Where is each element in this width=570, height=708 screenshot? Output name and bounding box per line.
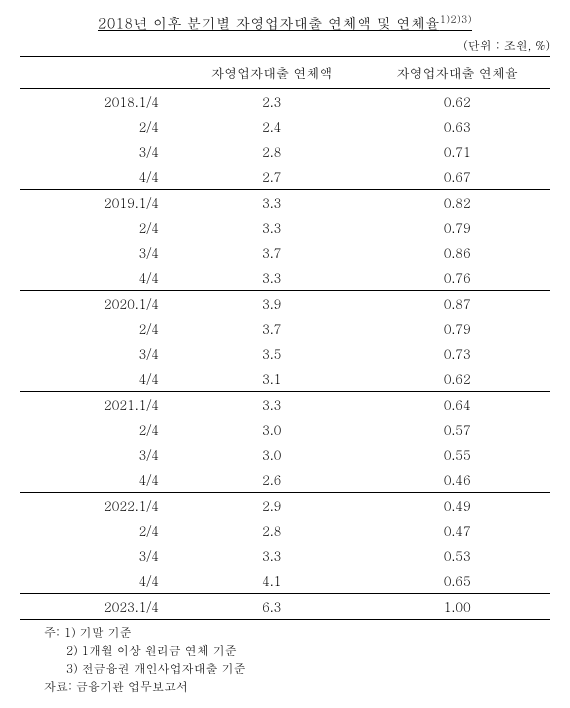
cell-rate: 0.53 [365,543,551,568]
cell-amount: 3.3 [179,391,365,417]
cell-amount: 2.8 [179,518,365,543]
cell-rate: 0.62 [365,88,551,114]
table-row: 4/43.10.62 [20,366,550,392]
cell-amount: 3.3 [179,215,365,240]
cell-period: 4/4 [20,467,179,493]
note-2: 2) 1개월 이상 원리금 연체 기준 [44,642,550,660]
cell-amount: 3.3 [179,543,365,568]
table-row: 3/43.50.73 [20,341,550,366]
cell-rate: 0.57 [365,417,551,442]
cell-period: 2021.1/4 [20,391,179,417]
cell-period: 2/4 [20,114,179,139]
cell-amount: 4.1 [179,568,365,594]
cell-period: 2019.1/4 [20,189,179,215]
table-row: 2023.1/46.31.00 [20,593,550,619]
cell-rate: 0.63 [365,114,551,139]
cell-rate: 0.82 [365,189,551,215]
cell-amount: 2.4 [179,114,365,139]
cell-rate: 0.79 [365,316,551,341]
cell-rate: 0.86 [365,240,551,265]
table-row: 2018.1/42.30.62 [20,88,550,114]
table-row: 2021.1/43.30.64 [20,391,550,417]
header-period [20,56,179,88]
cell-amount: 3.9 [179,290,365,316]
cell-amount: 2.6 [179,467,365,493]
cell-amount: 3.5 [179,341,365,366]
cell-amount: 2.8 [179,139,365,164]
table-row: 2020.1/43.90.87 [20,290,550,316]
note-1: 주: 1) 기말 기준 [44,624,550,642]
cell-rate: 0.55 [365,442,551,467]
cell-period: 3/4 [20,341,179,366]
cell-period: 3/4 [20,240,179,265]
unit-label: (단위 : 조원, %) [20,37,550,54]
table-row: 3/43.00.55 [20,442,550,467]
header-amount: 자영업자대출 연체액 [179,56,365,88]
table-header-row: 자영업자대출 연체액 자영업자대출 연체율 [20,56,550,88]
footnotes: 주: 1) 기말 기준 2) 1개월 이상 원리금 연체 기준 3) 전금융권 … [20,624,550,696]
cell-amount: 3.3 [179,265,365,291]
table-row: 2019.1/43.30.82 [20,189,550,215]
cell-period: 4/4 [20,366,179,392]
table-title: 2018년 이후 분기별 자영업자대출 연체액 및 연체율1)2)3) [20,12,550,33]
cell-period: 2020.1/4 [20,290,179,316]
cell-period: 4/4 [20,568,179,594]
table-body: 2018.1/42.30.622/42.40.633/42.80.714/42.… [20,88,550,619]
cell-amount: 3.7 [179,240,365,265]
table-row: 2022.1/42.90.49 [20,492,550,518]
cell-period: 2023.1/4 [20,593,179,619]
note-3: 3) 전금융권 개인사업자대출 기준 [44,660,550,678]
table-row: 4/43.30.76 [20,265,550,291]
data-table: 자영업자대출 연체액 자영업자대출 연체율 2018.1/42.30.622/4… [20,56,550,620]
table-row: 2/43.00.57 [20,417,550,442]
cell-rate: 0.49 [365,492,551,518]
cell-rate: 0.73 [365,341,551,366]
cell-amount: 3.0 [179,442,365,467]
cell-amount: 2.9 [179,492,365,518]
header-rate: 자영업자대출 연체율 [365,56,551,88]
table-row: 2/42.80.47 [20,518,550,543]
cell-period: 4/4 [20,265,179,291]
cell-rate: 0.62 [365,366,551,392]
table-row: 3/42.80.71 [20,139,550,164]
cell-amount: 6.3 [179,593,365,619]
cell-amount: 3.3 [179,189,365,215]
table-row: 3/43.70.86 [20,240,550,265]
title-text: 2018년 이후 분기별 자영업자대출 연체액 및 연체율 [98,13,440,33]
table-row: 2/42.40.63 [20,114,550,139]
cell-period: 2022.1/4 [20,492,179,518]
cell-period: 3/4 [20,442,179,467]
table-row: 2/43.30.79 [20,215,550,240]
cell-rate: 0.67 [365,164,551,190]
cell-rate: 0.64 [365,391,551,417]
cell-amount: 3.7 [179,316,365,341]
cell-rate: 0.46 [365,467,551,493]
cell-period: 3/4 [20,139,179,164]
cell-amount: 2.7 [179,164,365,190]
cell-rate: 0.65 [365,568,551,594]
cell-period: 4/4 [20,164,179,190]
cell-rate: 1.00 [365,593,551,619]
table-row: 4/42.60.46 [20,467,550,493]
cell-amount: 3.1 [179,366,365,392]
cell-period: 2/4 [20,417,179,442]
cell-rate: 0.71 [365,139,551,164]
note-source: 자료: 금융기관 업무보고서 [44,678,550,696]
cell-period: 2018.1/4 [20,88,179,114]
table-row: 4/42.70.67 [20,164,550,190]
cell-amount: 2.3 [179,88,365,114]
cell-period: 2/4 [20,518,179,543]
table-row: 4/44.10.65 [20,568,550,594]
cell-period: 2/4 [20,215,179,240]
cell-rate: 0.76 [365,265,551,291]
cell-amount: 3.0 [179,417,365,442]
title-superscript: 1)2)3) [440,12,472,26]
cell-rate: 0.79 [365,215,551,240]
table-row: 3/43.30.53 [20,543,550,568]
cell-period: 2/4 [20,316,179,341]
cell-rate: 0.47 [365,518,551,543]
cell-period: 3/4 [20,543,179,568]
table-row: 2/43.70.79 [20,316,550,341]
cell-rate: 0.87 [365,290,551,316]
